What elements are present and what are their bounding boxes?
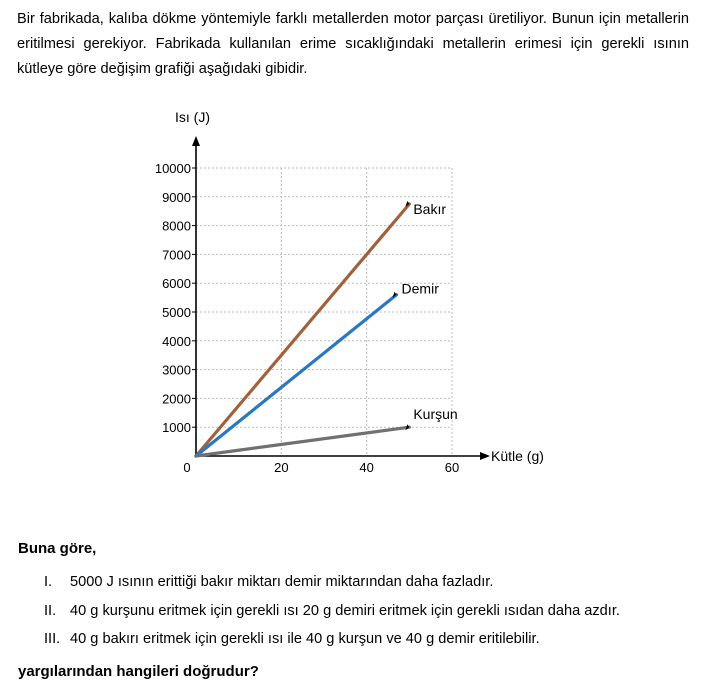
y-tick-label: 5000 xyxy=(162,305,191,320)
x-tick-labels: 0 20 40 60 xyxy=(183,460,459,475)
statement-list: I. 5000 J ısının erittiği bakır miktarı d… xyxy=(44,568,620,654)
statement-1-text: 5000 J ısının erittiği bakır miktarı dem… xyxy=(70,574,494,590)
series-end-arrow xyxy=(405,424,410,431)
intro-paragraph: Bir fabrikada, kalıba dökme yöntemiyle f… xyxy=(17,11,689,77)
x-axis-label: Kütle (g) xyxy=(491,448,544,464)
x-tick-label: 60 xyxy=(445,460,459,475)
series-labels: Bakır Demir Kurşun xyxy=(392,201,458,431)
x-tick-label: 0 xyxy=(183,460,190,475)
series-end-arrow xyxy=(405,201,410,207)
y-tick-label: 2000 xyxy=(162,391,191,406)
y-tick-label: 7000 xyxy=(162,247,191,262)
y-tick-label: 8000 xyxy=(162,219,191,234)
x-axis-arrow xyxy=(480,452,490,460)
statement-1-number: I. xyxy=(44,574,53,590)
y-tick-label: 10000 xyxy=(155,161,191,176)
chart-axes xyxy=(192,136,490,460)
series-label: Bakır xyxy=(413,201,446,217)
statement-1: I. 5000 J ısının erittiği bakır miktarı d… xyxy=(44,568,620,597)
x-tick-label: 40 xyxy=(359,460,373,475)
statement-3-text: 40 g bakırı eritmek için gerekli ısı ile… xyxy=(70,631,540,647)
y-tick-labels: 1000 2000 3000 4000 5000 6000 7000 8000 9000 1000… xyxy=(155,161,191,435)
x-tick-label: 20 xyxy=(274,460,288,475)
y-tick-label: 1000 xyxy=(162,420,191,435)
y-tick-label: 9000 xyxy=(162,190,191,205)
question-prompt: yargılarından hangileri doğrudur? xyxy=(18,663,259,680)
y-tick-label: 4000 xyxy=(162,334,191,349)
chart-series xyxy=(194,202,411,458)
statement-2-number: II. xyxy=(44,602,57,619)
statement-3-number: III. xyxy=(44,631,61,647)
question-lead: Buna göre, xyxy=(18,540,97,557)
series-label: Demir xyxy=(402,281,440,297)
y-tick-label: 3000 xyxy=(162,363,191,378)
series-line-1 xyxy=(194,293,399,458)
y-axis-arrow xyxy=(192,136,200,146)
statement-2-text: 40 g kurşunu eritmek için gerekli ısı 20… xyxy=(70,602,620,619)
series-end-arrow xyxy=(392,291,397,298)
series-line-0 xyxy=(194,202,411,458)
series-line-2 xyxy=(194,425,411,458)
statement-3: III. 40 g bakırı eritmek için gerekli ısı… xyxy=(44,625,620,654)
y-tick-label: 6000 xyxy=(162,276,191,291)
y-axis-label: Isı (J) xyxy=(175,109,210,125)
series-label: Kurşun xyxy=(413,406,457,422)
statement-2: II. 40 g kurşunu eritmek için gerekli ısı… xyxy=(44,597,620,626)
